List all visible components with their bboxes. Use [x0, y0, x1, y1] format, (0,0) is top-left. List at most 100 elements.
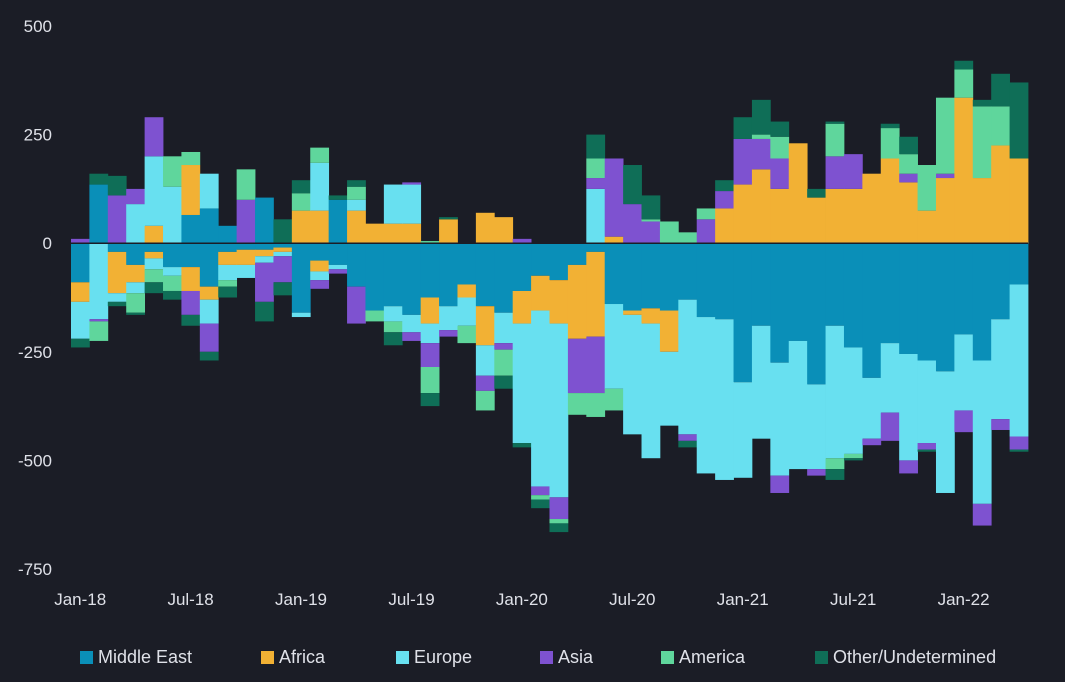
- bar-segment-africa: [567, 264, 587, 339]
- bar-segment-asia: [770, 475, 790, 493]
- bar-segment-asia: [347, 286, 366, 324]
- bar-segment-europe: [715, 319, 734, 480]
- bar-segment-africa: [604, 236, 624, 244]
- bar-segment-africa: [457, 284, 477, 298]
- bar-segment-europe: [420, 323, 440, 344]
- legend-swatch-africa: [261, 650, 274, 664]
- bar-segment-middle-east: [586, 243, 606, 252]
- bar-segment-asia: [310, 280, 330, 289]
- bar-segment-asia: [751, 138, 771, 170]
- bar-segment-other-undetermined: [825, 469, 845, 480]
- bar-segment-other-undetermined: [107, 301, 127, 307]
- bar-segment-middle-east: [954, 243, 974, 335]
- bar-segment-america: [917, 165, 937, 211]
- bar-segment-middle-east: [862, 243, 882, 378]
- bar-segment-middle-east: [310, 243, 330, 261]
- bar-segment-other-undetermined: [807, 188, 826, 198]
- bar-segment-europe: [935, 371, 955, 493]
- bar-segment-middle-east: [604, 243, 624, 305]
- bar-segment-asia: [402, 182, 422, 185]
- bar-segment-europe: [696, 317, 716, 474]
- bar-segment-africa: [972, 178, 992, 244]
- bar-segment-asia: [494, 343, 514, 350]
- bar-segment-asia: [604, 158, 624, 237]
- bar-segment-asia: [623, 204, 642, 244]
- bar-segment-europe: [899, 353, 918, 461]
- bar-segment-africa: [788, 143, 808, 244]
- bar-segment-middle-east: [991, 243, 1010, 320]
- bar-segment-europe: [255, 256, 274, 263]
- bar-segment-africa: [494, 217, 514, 244]
- bar-segment-middle-east: [199, 208, 219, 244]
- bar-segment-america: [935, 97, 955, 174]
- bar-segment-africa: [199, 286, 219, 300]
- bar-segment-other-undetermined: [163, 290, 182, 300]
- bar-segment-asia: [733, 138, 753, 185]
- bar-segment-europe: [328, 264, 348, 270]
- bar-segment-africa: [475, 212, 495, 244]
- y-tick-label: 0: [43, 234, 52, 253]
- bar-segment-america: [604, 388, 624, 411]
- bar-segment-africa: [291, 210, 311, 244]
- bar-segment-middle-east: [107, 243, 127, 252]
- bar-segment-other-undetermined: [954, 60, 974, 70]
- bar-segment-africa: [899, 182, 918, 244]
- bar-segment-america: [365, 310, 385, 322]
- bar-segment-asia: [807, 469, 826, 476]
- bar-segment-middle-east: [273, 243, 293, 248]
- legend-item-america: America: [661, 644, 745, 670]
- legend: Middle East Africa Europe Asia America O…: [0, 644, 1065, 670]
- bar-segment-other-undetermined: [917, 449, 937, 452]
- bar-segment-middle-east: [494, 243, 514, 313]
- bar-segment-america: [770, 136, 790, 159]
- bar-segment-middle-east: [420, 243, 440, 298]
- legend-item-other-undetermined: Other/Undetermined: [815, 644, 996, 670]
- bar-segment-africa: [659, 310, 679, 352]
- bar-segment-europe: [144, 258, 164, 270]
- bar-segment-europe: [236, 264, 256, 278]
- bar-segment-other-undetermined: [549, 523, 569, 533]
- x-tick-label: Jul-21: [830, 590, 876, 609]
- bar-segment-europe: [770, 362, 790, 476]
- bar-segment-africa: [862, 173, 882, 244]
- bar-segment-america: [163, 156, 182, 187]
- bar-segment-other-undetermined: [1009, 449, 1029, 452]
- y-axis: 500 250 0 -250 -500 -750: [18, 17, 52, 579]
- bar-segment-other-undetermined: [107, 175, 127, 196]
- legend-swatch-middle-east: [80, 650, 93, 664]
- bar-segment-europe: [310, 162, 330, 211]
- bar-segment-africa: [365, 223, 385, 244]
- bar-segment-europe: [71, 301, 90, 339]
- bar-segment-asia: [89, 319, 109, 322]
- bar-segment-other-undetermined: [199, 351, 219, 361]
- bar-segment-america: [420, 367, 440, 394]
- bar-segment-europe: [383, 306, 403, 322]
- bar-segment-africa: [715, 208, 734, 244]
- bar-segment-europe: [825, 325, 845, 459]
- bar-segment-america: [310, 147, 330, 163]
- x-tick-label: Jul-20: [609, 590, 655, 609]
- bar-segment-asia: [899, 173, 918, 183]
- bar-segment-other-undetermined: [494, 375, 514, 389]
- bar-segment-africa: [935, 178, 955, 244]
- bar-segment-america: [991, 106, 1010, 146]
- bar-segment-europe: [475, 345, 495, 376]
- bar-segment-middle-east: [218, 243, 238, 252]
- bar-segment-middle-east: [825, 243, 845, 326]
- bar-segment-europe: [512, 323, 532, 444]
- legend-item-europe: Europe: [396, 644, 472, 670]
- bar-segment-middle-east: [71, 243, 90, 283]
- bar-segment-asia: [531, 486, 550, 496]
- bar-segment-middle-east: [163, 243, 182, 268]
- bar-segment-africa: [751, 169, 771, 244]
- bar-segment-america: [825, 458, 845, 470]
- bar-segment-middle-east: [144, 243, 164, 252]
- bar-segment-europe: [733, 382, 753, 478]
- bar-segment-middle-east: [880, 243, 900, 344]
- bar-segment-africa: [586, 251, 606, 337]
- bar-segment-africa: [420, 297, 440, 324]
- bar-segment-other-undetermined: [733, 117, 753, 139]
- bar-segment-africa: [843, 188, 863, 244]
- bar-segment-middle-east: [641, 243, 661, 309]
- bar-segment-africa: [181, 267, 201, 291]
